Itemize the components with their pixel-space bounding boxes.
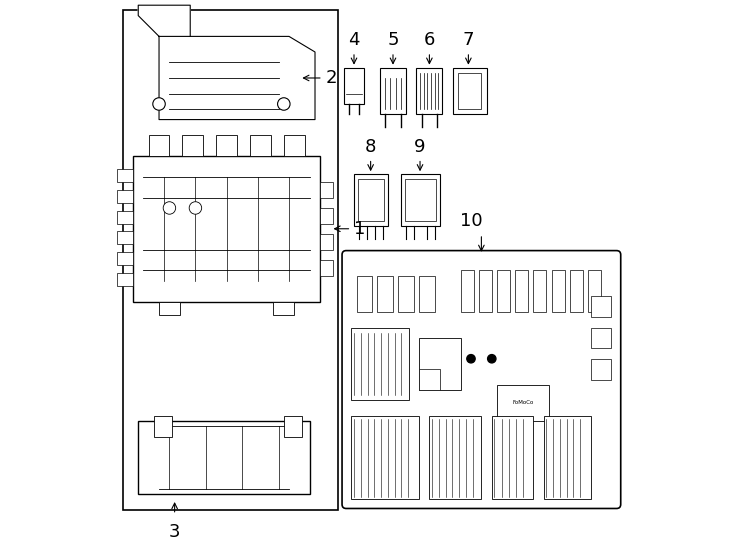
Bar bbox=[117, 252, 133, 265]
Bar bbox=[117, 169, 133, 182]
Polygon shape bbox=[138, 5, 190, 36]
Bar bbox=[419, 275, 435, 312]
Bar bbox=[544, 416, 591, 499]
Text: 5: 5 bbox=[388, 31, 399, 49]
Text: 8: 8 bbox=[365, 138, 377, 156]
Circle shape bbox=[277, 98, 290, 110]
Bar bbox=[591, 359, 611, 380]
Bar bbox=[591, 328, 611, 348]
Bar bbox=[123, 10, 338, 510]
Circle shape bbox=[467, 355, 475, 363]
Bar bbox=[352, 328, 409, 400]
Text: 2: 2 bbox=[325, 69, 337, 87]
Bar bbox=[492, 416, 534, 499]
Text: 9: 9 bbox=[414, 138, 426, 156]
Bar bbox=[429, 416, 482, 499]
Text: 3: 3 bbox=[169, 523, 181, 540]
FancyBboxPatch shape bbox=[342, 251, 621, 509]
Bar bbox=[458, 73, 482, 109]
Bar bbox=[320, 234, 333, 249]
Bar bbox=[461, 271, 473, 312]
Bar bbox=[133, 156, 320, 301]
Bar bbox=[320, 182, 333, 198]
Bar bbox=[453, 68, 487, 114]
Circle shape bbox=[163, 202, 175, 214]
Bar bbox=[284, 416, 302, 437]
Circle shape bbox=[189, 202, 202, 214]
Bar bbox=[159, 301, 180, 315]
Circle shape bbox=[487, 355, 496, 363]
Bar bbox=[320, 260, 333, 275]
Bar bbox=[154, 416, 172, 437]
Bar bbox=[405, 179, 436, 221]
Bar bbox=[534, 271, 546, 312]
Bar bbox=[570, 271, 583, 312]
Bar bbox=[479, 271, 492, 312]
Bar bbox=[117, 211, 133, 224]
Bar bbox=[377, 275, 393, 312]
Bar bbox=[320, 208, 333, 224]
Polygon shape bbox=[159, 36, 315, 119]
Bar bbox=[284, 135, 305, 156]
Bar bbox=[217, 135, 237, 156]
Bar bbox=[273, 301, 294, 315]
Bar bbox=[380, 68, 406, 114]
Bar bbox=[344, 68, 364, 104]
Bar bbox=[399, 275, 414, 312]
Bar bbox=[551, 271, 564, 312]
Bar bbox=[591, 296, 611, 317]
Bar bbox=[497, 384, 549, 421]
Text: 7: 7 bbox=[462, 31, 474, 49]
Bar bbox=[416, 68, 443, 114]
Bar bbox=[358, 179, 384, 221]
Circle shape bbox=[153, 98, 165, 110]
Bar bbox=[352, 416, 419, 499]
Bar bbox=[401, 174, 440, 226]
Bar bbox=[419, 338, 461, 390]
Text: FoMoCo: FoMoCo bbox=[512, 401, 534, 406]
Bar bbox=[117, 231, 133, 245]
Bar bbox=[250, 135, 271, 156]
Bar bbox=[588, 271, 601, 312]
Bar bbox=[497, 271, 510, 312]
Text: 1: 1 bbox=[354, 220, 366, 238]
Bar bbox=[419, 369, 440, 390]
Bar bbox=[138, 421, 310, 494]
Bar bbox=[354, 174, 388, 226]
Bar bbox=[357, 275, 372, 312]
Bar bbox=[117, 190, 133, 202]
Bar bbox=[148, 135, 170, 156]
Text: 6: 6 bbox=[424, 31, 435, 49]
Text: 10: 10 bbox=[459, 212, 482, 230]
Bar bbox=[515, 271, 528, 312]
Text: 4: 4 bbox=[348, 31, 360, 49]
Bar bbox=[183, 135, 203, 156]
Bar bbox=[117, 273, 133, 286]
